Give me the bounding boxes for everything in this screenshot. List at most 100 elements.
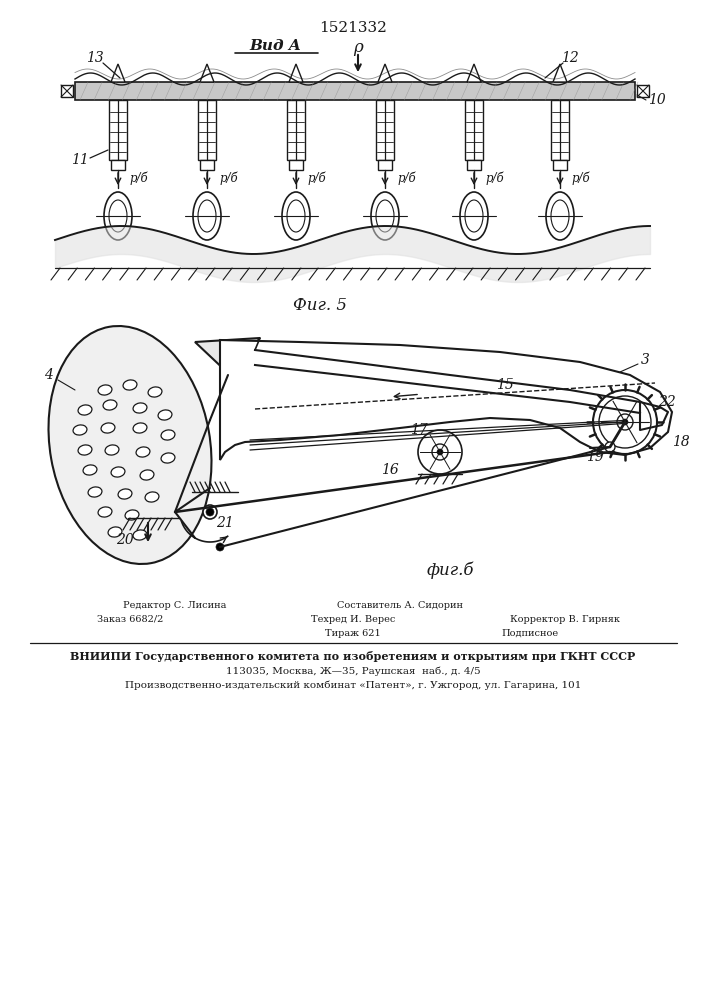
Bar [551,100,569,160]
Bar [465,100,483,160]
Text: ВНИИПИ Государственного комитета по изобретениям и открытиям при ГКНТ СССР: ВНИИПИ Государственного комитета по изоб… [71,652,636,662]
Text: Корректор В. Гирняк: Корректор В. Гирняк [510,614,620,624]
Bar [553,160,567,170]
Ellipse shape [302,355,318,365]
Polygon shape [220,340,672,460]
Text: 113035, Москва, Ж—35, Раушская  наб., д. 4/5: 113035, Москва, Ж—35, Раушская наб., д. … [226,666,480,676]
Text: 22: 22 [658,395,676,409]
Text: 19: 19 [586,450,604,464]
Text: 13: 13 [86,51,104,65]
Text: 1521332: 1521332 [319,21,387,35]
Ellipse shape [103,400,117,410]
Text: Редактор С. Лисина: Редактор С. Лисина [123,600,227,609]
Polygon shape [467,64,481,82]
Text: Техред И. Верес: Техред И. Верес [311,614,395,624]
Ellipse shape [101,423,115,433]
Ellipse shape [145,492,159,502]
Text: р/б: р/б [308,171,327,185]
Polygon shape [111,64,125,82]
Ellipse shape [133,530,147,540]
Bar [75,82,635,100]
Bar [467,160,481,170]
Text: 21: 21 [216,516,234,530]
Ellipse shape [161,430,175,440]
Ellipse shape [49,326,211,564]
Bar [637,85,649,97]
Ellipse shape [148,387,162,397]
Text: Заказ 6682/2: Заказ 6682/2 [97,614,163,624]
Text: Фиг. 5: Фиг. 5 [293,296,347,314]
Text: Производственно-издательский комбинат «Патент», г. Ужгород, ул. Гагарина, 101: Производственно-издательский комбинат «П… [125,680,581,690]
Circle shape [437,449,443,455]
Text: р/б: р/б [130,171,148,185]
Bar [289,160,303,170]
Ellipse shape [371,192,399,240]
Bar [111,160,125,170]
Ellipse shape [546,192,574,240]
Text: Составитель А. Сидорин: Составитель А. Сидорин [337,600,463,609]
Ellipse shape [133,423,147,433]
Polygon shape [553,64,567,82]
Text: 12: 12 [561,51,579,65]
Ellipse shape [136,447,150,457]
Polygon shape [378,64,392,82]
Ellipse shape [140,470,154,480]
Ellipse shape [133,403,147,413]
Text: 18: 18 [672,435,690,449]
Ellipse shape [460,192,488,240]
Ellipse shape [83,465,97,475]
Ellipse shape [332,359,348,369]
Text: ρ: ρ [353,39,363,56]
Ellipse shape [459,378,471,386]
Bar [61,85,73,97]
Circle shape [206,508,214,516]
Ellipse shape [118,489,132,499]
Ellipse shape [282,192,310,240]
Ellipse shape [98,507,112,517]
Ellipse shape [78,405,92,415]
Ellipse shape [111,467,125,477]
Ellipse shape [73,425,87,435]
Text: р/б: р/б [397,171,416,185]
Text: 17: 17 [410,423,428,437]
Ellipse shape [98,385,112,395]
Text: Вид A: Вид A [249,39,301,53]
Text: фиг.б: фиг.б [426,561,474,579]
Ellipse shape [123,380,137,390]
Text: 3: 3 [641,353,650,367]
Text: Тираж 621: Тираж 621 [325,629,381,638]
Text: р/б: р/б [572,171,590,185]
Ellipse shape [88,487,102,497]
Ellipse shape [158,410,172,420]
Circle shape [605,442,615,452]
Bar [109,100,127,160]
Polygon shape [289,64,303,82]
Circle shape [622,419,628,425]
Text: Подписное: Подписное [501,629,559,638]
Text: 20: 20 [116,533,134,547]
Ellipse shape [108,527,122,537]
Text: 16: 16 [381,463,399,477]
Ellipse shape [273,352,287,362]
Bar [200,160,214,170]
Text: 11: 11 [71,153,89,167]
Text: 15: 15 [496,378,514,392]
Ellipse shape [105,445,119,455]
Text: 10: 10 [648,93,666,107]
Ellipse shape [78,445,92,455]
Polygon shape [195,338,260,375]
Text: р/б: р/б [486,171,505,185]
Polygon shape [200,64,214,82]
Bar [376,100,394,160]
Bar [287,100,305,160]
Text: 4: 4 [44,368,52,382]
Ellipse shape [367,364,383,374]
Ellipse shape [161,453,175,463]
Polygon shape [255,350,640,413]
Bar [378,160,392,170]
Circle shape [216,543,224,551]
Ellipse shape [429,374,441,382]
Bar [198,100,216,160]
Ellipse shape [193,192,221,240]
Ellipse shape [399,370,411,378]
